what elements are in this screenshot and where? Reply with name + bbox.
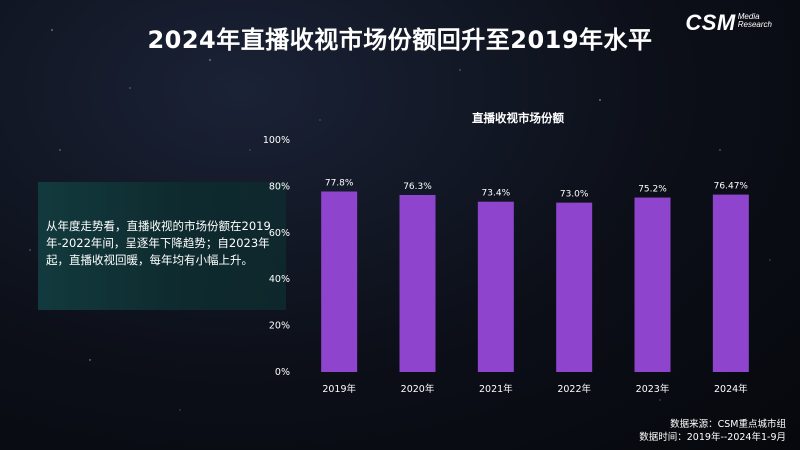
chart-title: 直播收视市场份额 xyxy=(472,111,564,125)
logo-subtext-line1: Media xyxy=(737,12,760,21)
source-line: 数据来源：CSM重点城市组 xyxy=(670,419,786,430)
x-tick-label: 2023年 xyxy=(636,383,670,395)
data-label: 73.0% xyxy=(560,190,589,200)
bar xyxy=(556,202,593,372)
y-tick-label: 60% xyxy=(269,228,290,239)
period-line: 数据时间：2019年--2024年1-9月 xyxy=(639,432,786,443)
data-label: 75.2% xyxy=(638,185,667,195)
side-note-panel xyxy=(38,182,286,310)
x-tick-label: 2021年 xyxy=(479,383,513,395)
x-tick-label: 2020年 xyxy=(401,383,435,395)
logo-wordmark: CSM xyxy=(685,10,736,35)
x-tick-label: 2024年 xyxy=(714,383,748,395)
source-note: 数据来源：CSM重点城市组 数据时间：2019年--2024年1-9月 xyxy=(639,418,786,444)
page-title: 2024年直播收视市场份额回升至2019年水平 xyxy=(147,26,653,54)
data-label: 76.3% xyxy=(403,182,432,192)
x-tick-label: 2019年 xyxy=(322,383,356,395)
y-tick-label: 20% xyxy=(269,321,290,332)
bar xyxy=(634,197,671,372)
logo-subtext-line2: Research xyxy=(737,20,772,29)
side-note-text: 从年度走势看，直播收视的市场份额在2019年-2022年间，呈逐年下降趋势；自2… xyxy=(46,219,271,267)
data-label: 76.47% xyxy=(714,182,749,192)
x-tick-label: 2022年 xyxy=(557,383,591,395)
logo-subtext: Media Research xyxy=(738,13,772,29)
y-tick-label: 40% xyxy=(269,274,290,285)
y-tick-label: 0% xyxy=(275,367,290,378)
y-tick-label: 100% xyxy=(263,135,290,146)
bar xyxy=(477,201,514,372)
y-tick-label: 80% xyxy=(269,181,290,192)
bar xyxy=(712,194,749,372)
data-label: 73.4% xyxy=(482,189,511,199)
bar xyxy=(399,194,436,372)
data-label: 77.8% xyxy=(325,179,354,189)
bar xyxy=(321,191,358,372)
csm-logo: CSM Media Research xyxy=(685,10,772,36)
